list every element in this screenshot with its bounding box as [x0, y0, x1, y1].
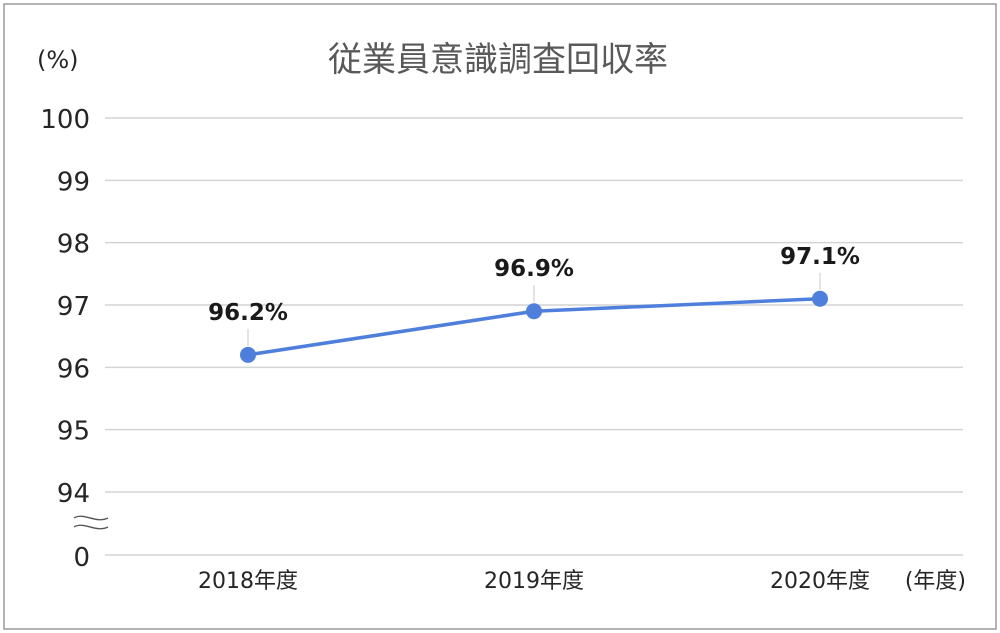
y-tick-label: 97	[57, 292, 90, 322]
data-label: 97.1%	[780, 244, 860, 270]
chart-title: 従業員意識調査回収率	[328, 40, 668, 80]
data-point	[240, 346, 256, 363]
x-tick-label: 2019年度	[484, 569, 584, 594]
data-label: 96.9%	[494, 256, 574, 282]
data-label-layer: 96.2% 96.9% 97.1%	[208, 244, 860, 346]
x-tick-label: 2020年度	[770, 569, 870, 594]
x-axis-unit-label: (年度)	[905, 569, 966, 594]
y-tick-label: 96	[57, 354, 90, 384]
data-point	[812, 290, 828, 307]
y-tick-label: 94	[57, 479, 90, 509]
series-layer	[240, 290, 828, 363]
data-point	[526, 303, 542, 320]
y-tick-label: 99	[57, 167, 90, 197]
y-tick-label: 100	[40, 105, 90, 135]
y-axis-floor-label: 0	[73, 543, 90, 573]
axis-break-mark	[73, 515, 109, 530]
x-tick-label: 2018年度	[198, 569, 298, 594]
y-axis-ticks: 100 99 98 97 96 95 94	[40, 105, 90, 509]
data-label: 96.2%	[208, 300, 288, 326]
y-axis-unit-label: (%)	[37, 46, 79, 74]
x-axis-ticks: 2018年度 2019年度 2020年度	[198, 569, 870, 594]
y-tick-label: 95	[57, 417, 90, 447]
y-tick-label: 98	[57, 230, 90, 260]
